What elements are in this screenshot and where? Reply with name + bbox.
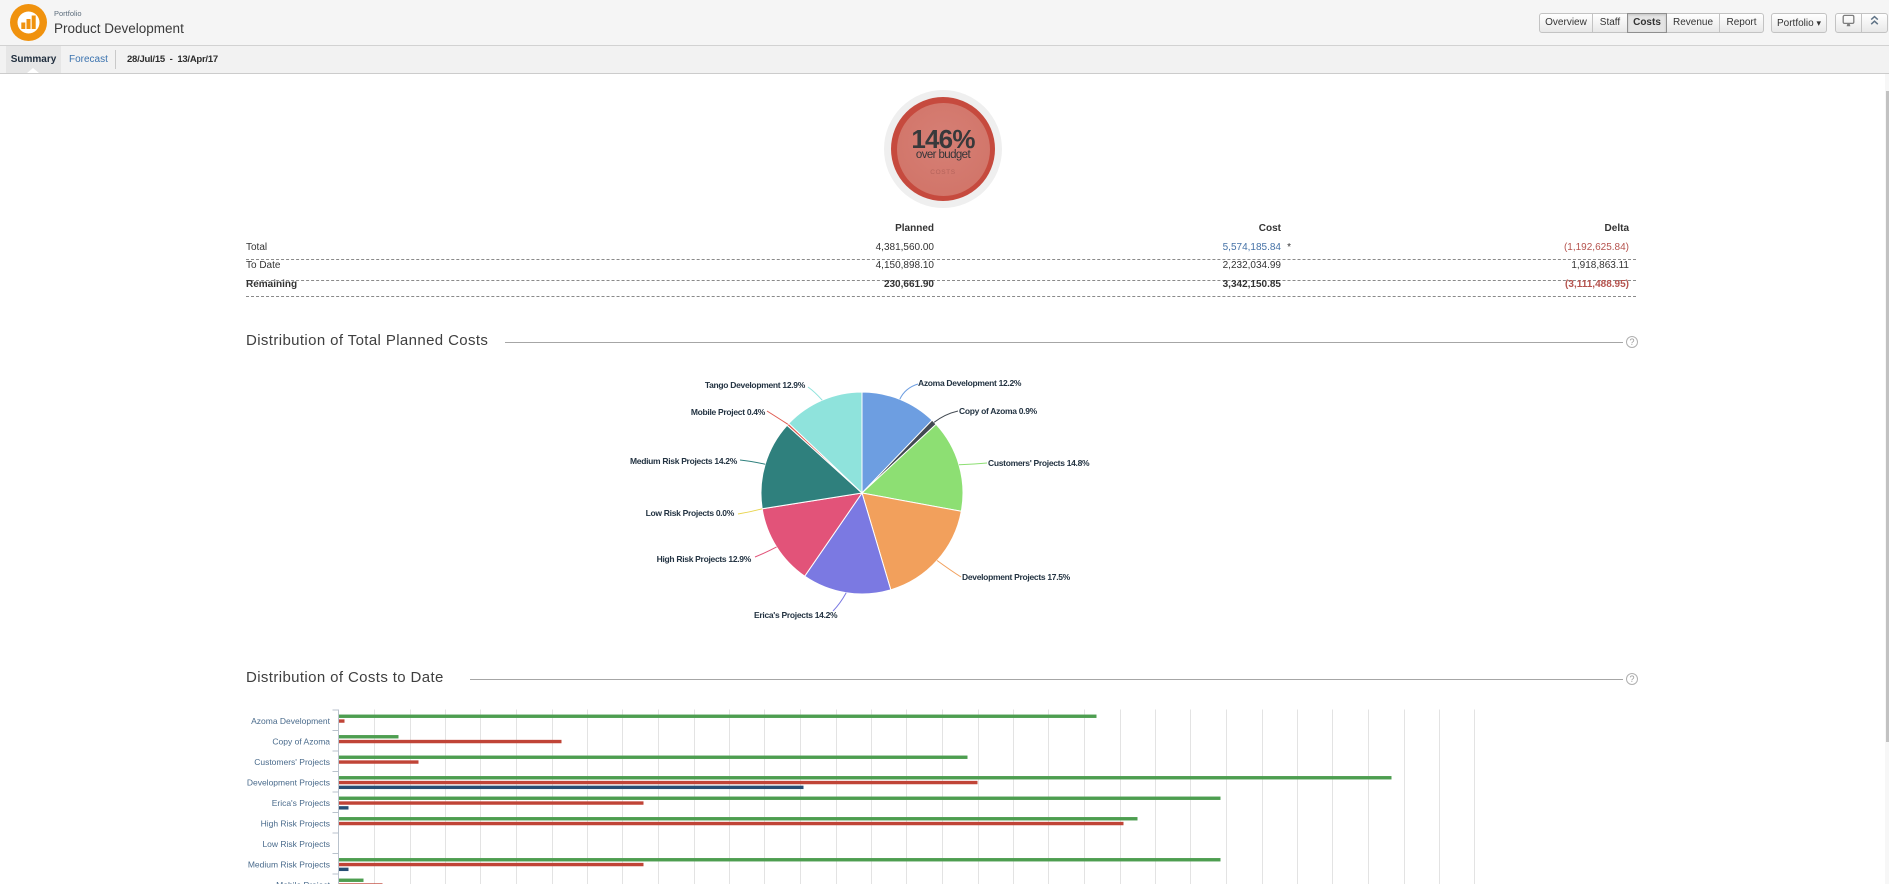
svg-text:Mobile Project: Mobile Project <box>276 880 330 884</box>
svg-text:Development Projects 17.5%: Development Projects 17.5% <box>962 572 1071 582</box>
svg-text:Azoma Development 12.2%: Azoma Development 12.2% <box>918 378 1022 388</box>
svg-text:High Risk Projects 12.9%: High Risk Projects 12.9% <box>657 554 752 564</box>
svg-text:Copy of Azoma: Copy of Azoma <box>272 736 330 746</box>
svg-text:Erica's Projects: Erica's Projects <box>272 798 330 808</box>
svg-text:Azoma Development: Azoma Development <box>251 716 331 726</box>
svg-text:Medium Risk Projects: Medium Risk Projects <box>248 859 330 869</box>
svg-text:Copy of Azoma 0.9%: Copy of Azoma 0.9% <box>959 406 1038 416</box>
svg-text:High Risk Projects: High Risk Projects <box>261 818 330 828</box>
svg-text:Medium Risk Projects 14.2%: Medium Risk Projects 14.2% <box>630 456 738 466</box>
svg-text:Mobile Project 0.4%: Mobile Project 0.4% <box>691 407 766 417</box>
svg-text:Development Projects: Development Projects <box>247 777 330 787</box>
svg-text:Low Risk Projects: Low Risk Projects <box>262 839 330 849</box>
svg-text:Low Risk Projects 0.0%: Low Risk Projects 0.0% <box>646 508 735 518</box>
svg-text:Customers' Projects 14.8%: Customers' Projects 14.8% <box>988 458 1090 468</box>
svg-text:Customers' Projects: Customers' Projects <box>254 757 330 767</box>
svg-text:Tango Development 12.9%: Tango Development 12.9% <box>705 380 806 390</box>
svg-text:Erica's Projects 14.2%: Erica's Projects 14.2% <box>754 610 838 620</box>
